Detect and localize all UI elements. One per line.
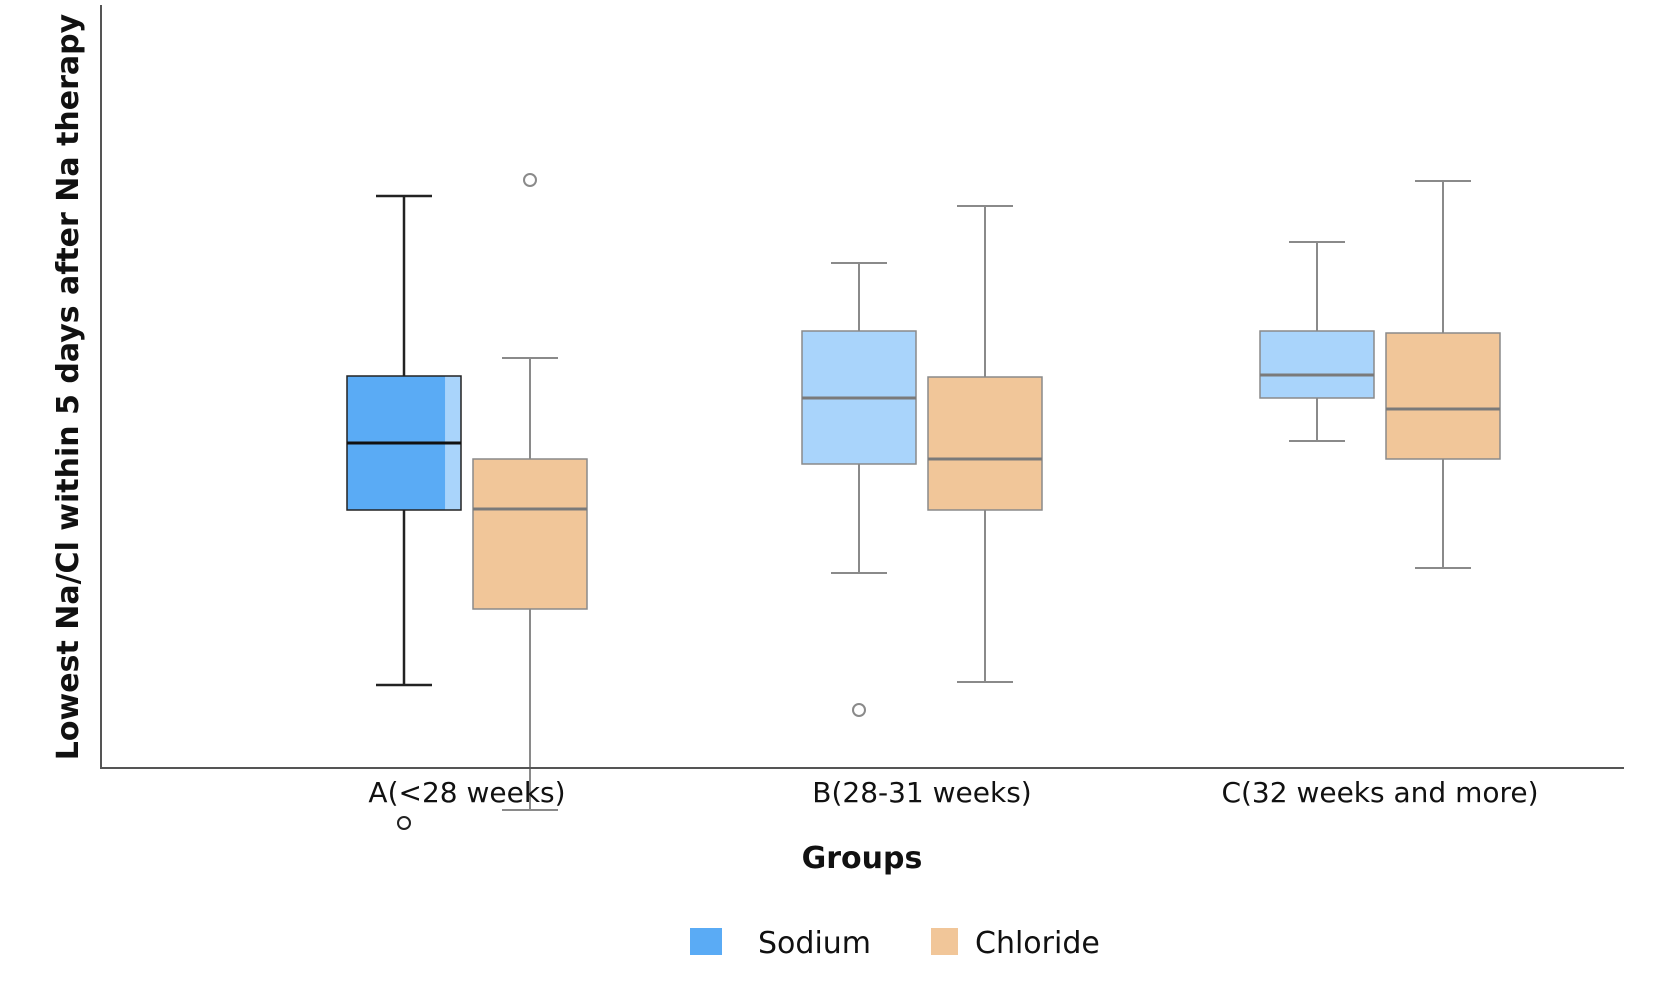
legend: Sodium Chloride [690, 926, 1100, 961]
x-ticks-layer: A(<28 weeks) B(28-31 weeks) C(32 weeks and… [368, 776, 1538, 809]
box-chloride-1 [927, 205, 1043, 683]
box-chloride-2 [1385, 180, 1501, 569]
x-tick-label: A(<28 weeks) [368, 776, 565, 809]
box-chloride-0 [472, 173, 588, 811]
box-body [1385, 332, 1501, 460]
box-body [472, 458, 588, 610]
x-axis-title: Groups [802, 841, 923, 876]
legend-swatch-chloride [931, 928, 958, 955]
x-tick-label: B(28-31 weeks) [812, 776, 1031, 809]
box-body [927, 376, 1043, 511]
outlier-point [852, 703, 866, 717]
box-body [1259, 330, 1375, 399]
outlier-point [397, 816, 411, 830]
box-sodium-0 [346, 194, 462, 830]
y-axis-title: Lowest Na/Cl within 5 days after Na ther… [51, 13, 86, 760]
boxes-layer [346, 173, 1501, 830]
legend-swatch-sodium [690, 928, 722, 955]
x-tick-label: C(32 weeks and more) [1221, 776, 1538, 809]
legend-label-chloride: Chloride [975, 926, 1100, 961]
box-sodium-1 [801, 262, 917, 717]
legend-label-sodium: Sodium [758, 926, 871, 961]
outlier-point [523, 173, 537, 187]
box-sodium-2 [1259, 241, 1375, 442]
